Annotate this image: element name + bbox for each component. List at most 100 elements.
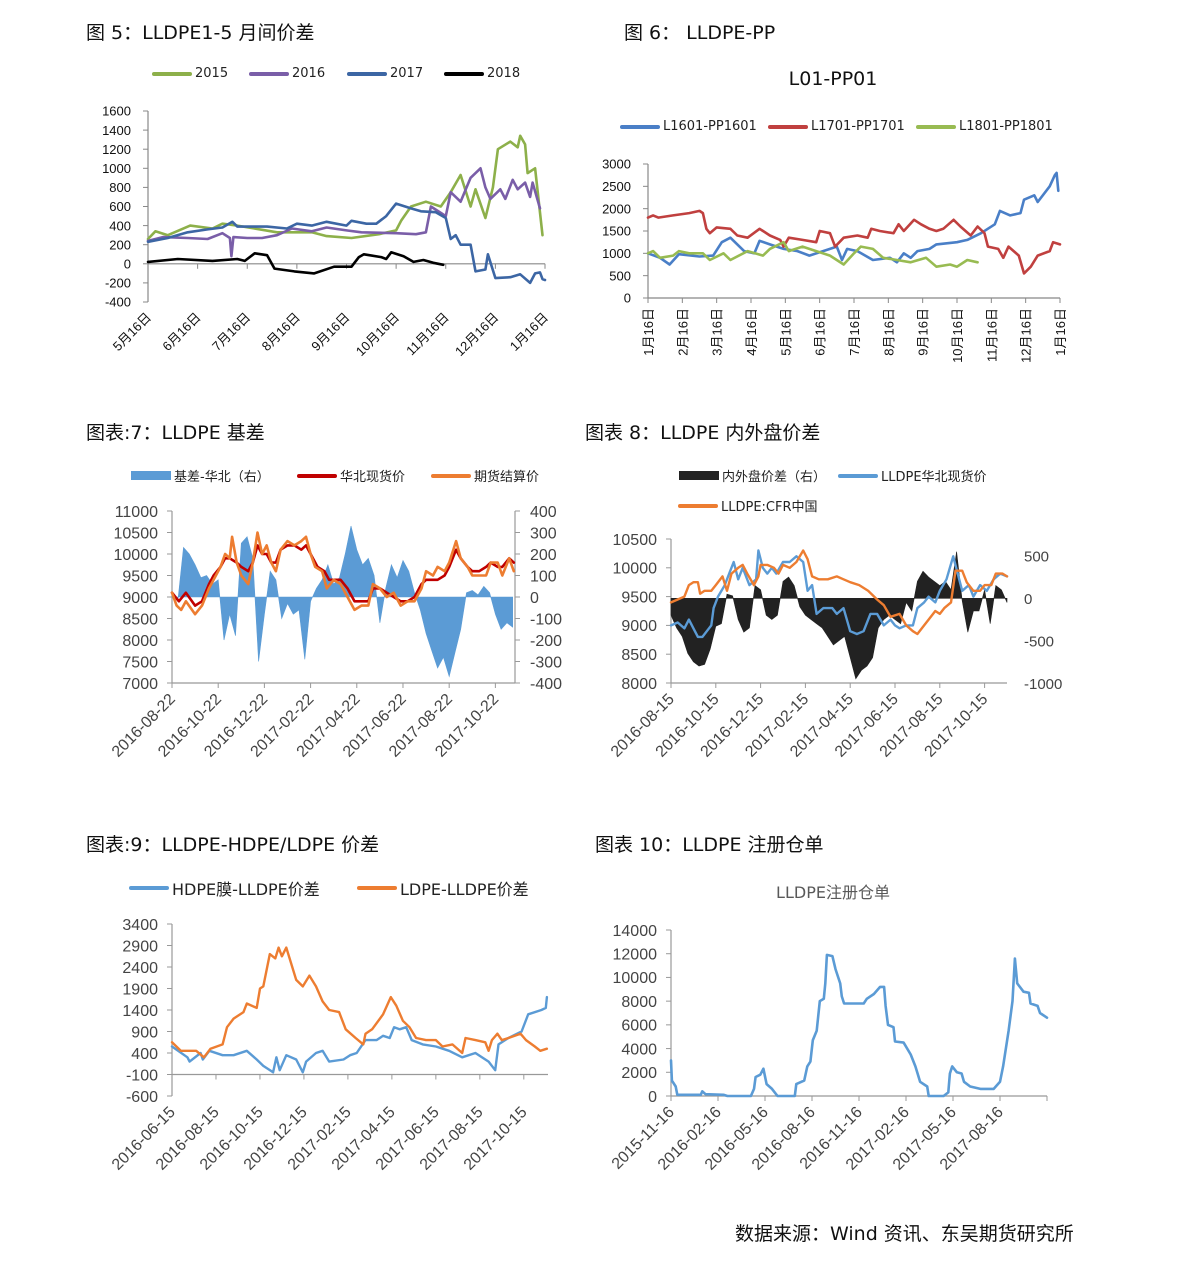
series-line-0	[646, 171, 1060, 266]
legend-item: 期货结算价	[431, 466, 539, 485]
y-tick-label: 10500	[114, 525, 159, 542]
y-tick-label: 8000	[122, 633, 158, 650]
legend-item: LLDPE:CFR中国	[678, 496, 818, 515]
chart-title-fig5: 图 5：LLDPE1-5 月间价差	[86, 22, 315, 44]
legend-item: 基差-华北（右）	[131, 466, 270, 485]
y-tick-label-right: 500	[1024, 549, 1049, 566]
legend-swatch	[768, 124, 808, 129]
legend-item: 2015	[152, 66, 228, 81]
x-tick-label: 1月16日	[641, 308, 656, 356]
y-tick-label: 8500	[621, 647, 657, 664]
y-tick-label: 200	[109, 237, 131, 252]
legend-label: L1701-PP1701	[811, 119, 905, 134]
y-tick-label: 10000	[114, 547, 159, 564]
chart-0: -400 -200 0 200 400 600 800 1000 1200 1400 1600 5月1…	[102, 104, 551, 359]
x-tick-label: 1月16日	[1053, 308, 1068, 356]
y-tick-label: 900	[131, 1024, 158, 1041]
x-tick-label: 8月16日	[881, 308, 896, 356]
y-tick-label: 2000	[602, 201, 631, 216]
y-tick-label: 0	[624, 291, 631, 306]
y-tick-label-right: -300	[530, 654, 562, 671]
legend-swatch	[679, 471, 719, 480]
legend-label: 基差-华北（右）	[174, 470, 270, 485]
series-line-1	[146, 167, 542, 258]
chart-1: 0 500 1000 1500 2000 2500 3000 1月16日 2月16日 3月16日 4…	[602, 157, 1068, 363]
chart-2: 7000 7500 8000 8500 9000 9500 10000 10500 11000 -…	[109, 504, 562, 761]
y-tick-label-right: -100	[530, 611, 562, 628]
series-line-3	[146, 251, 445, 275]
legend-label: L1801-PP1801	[959, 119, 1053, 134]
legend-label: 2017	[390, 66, 424, 81]
y-tick-label: 3400	[122, 917, 158, 934]
chart-4: -600-100400900140019002400290034002016-0…	[109, 917, 549, 1174]
y-tick-label: 10500	[613, 532, 658, 549]
legend-item: LDPE-LLDPE价差	[357, 876, 529, 900]
legend-swatch	[678, 503, 718, 508]
series-line-0	[669, 953, 1049, 1098]
x-tick-label: 7月16日	[847, 308, 862, 356]
legend-item: 内外盘价差（右）	[679, 466, 826, 485]
y-tick-label-right: 300	[530, 525, 557, 542]
y-tick-label-right: -1000	[1024, 676, 1062, 693]
legend-label: HDPE膜-LLDPE价差	[172, 880, 320, 899]
y-tick-label: 1600	[102, 104, 131, 119]
series-line-2	[146, 202, 547, 285]
legend-label: L1601-PP1601	[663, 119, 757, 134]
chart-subtitle-fig6: L01-PP01	[788, 68, 878, 90]
y-tick-label: 800	[109, 180, 131, 195]
legend-item: LLDPE华北现货价	[838, 466, 987, 485]
chart-title-fig7: 图表:7：LLDPE 基差	[86, 422, 265, 444]
series-line-1	[170, 946, 549, 1059]
x-tick-label: 12月16日	[1019, 308, 1034, 363]
legend-label: 2015	[195, 66, 229, 81]
x-tick-label: 1月16日	[507, 310, 551, 354]
x-tick-label: 3月16日	[710, 308, 725, 356]
y-tick-label: 600	[109, 199, 131, 214]
y-tick-label: -100	[126, 1067, 158, 1084]
x-tick-label: 5月16日	[110, 310, 154, 354]
y-tick-label: 12000	[613, 946, 658, 963]
legend-label: 2016	[292, 66, 326, 81]
y-tick-label: 1400	[102, 123, 131, 138]
y-tick-label: -600	[126, 1089, 158, 1106]
x-tick-label: 5月16日	[778, 308, 793, 356]
y-tick-label: 9000	[122, 590, 158, 607]
y-tick-label: 10000	[613, 561, 658, 578]
y-tick-label-right: 400	[530, 504, 557, 521]
y-tick-label-right: 0	[530, 590, 539, 607]
y-tick-label: 1000	[602, 246, 631, 261]
chart-title-fig6: 图 6： LLDPE-PP	[624, 22, 776, 44]
series-line-1	[669, 549, 1009, 639]
x-tick-label: 2月16日	[675, 308, 690, 356]
y-tick-label: 400	[109, 218, 131, 233]
x-tick-label: 11月16日	[984, 308, 999, 362]
chart-title-fig10: 图表 10：LLDPE 注册仓单	[595, 834, 824, 856]
x-tick-label: 7月16日	[209, 310, 253, 354]
legend-label: LLDPE华北现货价	[881, 470, 987, 485]
y-tick-label: 7000	[122, 676, 158, 693]
legend-swatch	[431, 473, 471, 478]
legend-label: LLDPE:CFR中国	[721, 500, 818, 515]
chart-3: 80008500900095001000010500-1000-50005002…	[608, 532, 1062, 761]
legend-label: 期货结算价	[474, 470, 540, 485]
y-tick-label: 9500	[122, 568, 158, 585]
y-tick-label: 1900	[122, 981, 158, 998]
chart-title-fig8: 图表 8：LLDPE 内外盘价差	[585, 422, 821, 444]
chart-subtitle-fig10: LLDPE注册仓单	[776, 883, 890, 902]
x-tick-label: 12月16日	[452, 310, 501, 359]
y-tick-label-right: -400	[530, 676, 562, 693]
y-tick-label: 3000	[602, 157, 631, 172]
y-tick-label: 7500	[122, 654, 158, 671]
y-tick-label-right: -500	[1024, 633, 1054, 650]
y-tick-label: -200	[105, 276, 131, 291]
series-line-2	[646, 240, 979, 269]
legend-swatch	[838, 473, 878, 478]
legend-swatch	[916, 124, 956, 129]
y-tick-label: 2000	[621, 1065, 657, 1082]
y-tick-label: -400	[105, 295, 131, 310]
legend-label: LDPE-LLDPE价差	[400, 880, 529, 899]
legend-item: L1801-PP1801	[916, 119, 1053, 134]
y-tick-label: 8500	[122, 611, 158, 628]
series-line-2	[170, 531, 516, 616]
